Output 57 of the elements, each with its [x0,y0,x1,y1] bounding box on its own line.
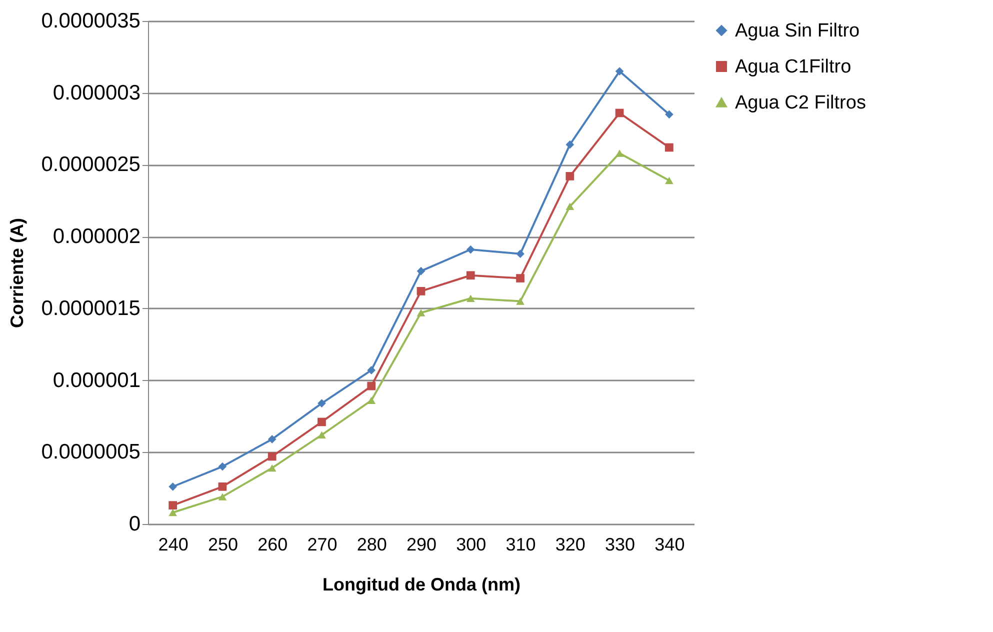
y-tick-label: 0.0000035 [41,10,140,32]
y-tick-label: 0.0000005 [41,440,140,464]
y-tick-label: 0.0000015 [41,296,140,320]
x-tick-label: 310 [506,534,536,554]
y-tick-label: 0.000002 [52,225,140,248]
point [466,271,475,280]
point [268,464,276,472]
point [466,245,475,254]
y-tick-label: 0 [128,512,140,536]
x-tick-label: 250 [208,534,238,554]
point [615,67,624,76]
legend-label: Agua C2 Filtros [735,92,866,114]
point [566,202,574,210]
point [318,418,326,426]
point [268,435,276,444]
point [516,298,524,305]
y-tick-label: 0.000001 [52,368,140,392]
point [218,493,227,500]
point [566,140,574,149]
point [367,396,376,404]
point [218,482,227,491]
point [268,452,276,461]
legend-label: Agua Sin Filtro [735,20,860,42]
point [615,150,624,157]
point [367,382,376,390]
point [168,501,177,510]
point [416,287,426,296]
x-axis-title: Longitud de Onda (nm) [322,574,520,594]
point [218,462,227,471]
point [516,274,524,282]
point [367,366,376,374]
point [168,508,177,516]
legend-label: Agua C1Filtro [735,56,852,78]
point [566,172,574,180]
x-tick-label: 260 [258,534,288,554]
point [615,108,624,118]
point [168,482,177,491]
point [466,294,475,302]
point [665,143,674,152]
x-tick-label: 330 [605,534,636,554]
x-tick-label: 340 [654,534,685,554]
point [318,431,326,439]
y-axis-title: Corriente (A) [7,218,28,328]
point [416,309,426,316]
point [318,399,326,408]
y-tick-label: 0.0000025 [41,153,140,176]
point [416,266,426,276]
x-tick-label: 240 [158,534,188,554]
x-tick-label: 320 [555,534,586,554]
x-tick-label: 290 [406,534,437,554]
point [665,176,674,184]
y-tick-label: 0.000003 [52,81,140,104]
x-tick-label: 270 [307,534,338,554]
x-tick-label: 280 [356,534,387,554]
point [665,110,674,119]
x-tick-label: 300 [456,534,486,554]
point [516,250,524,258]
